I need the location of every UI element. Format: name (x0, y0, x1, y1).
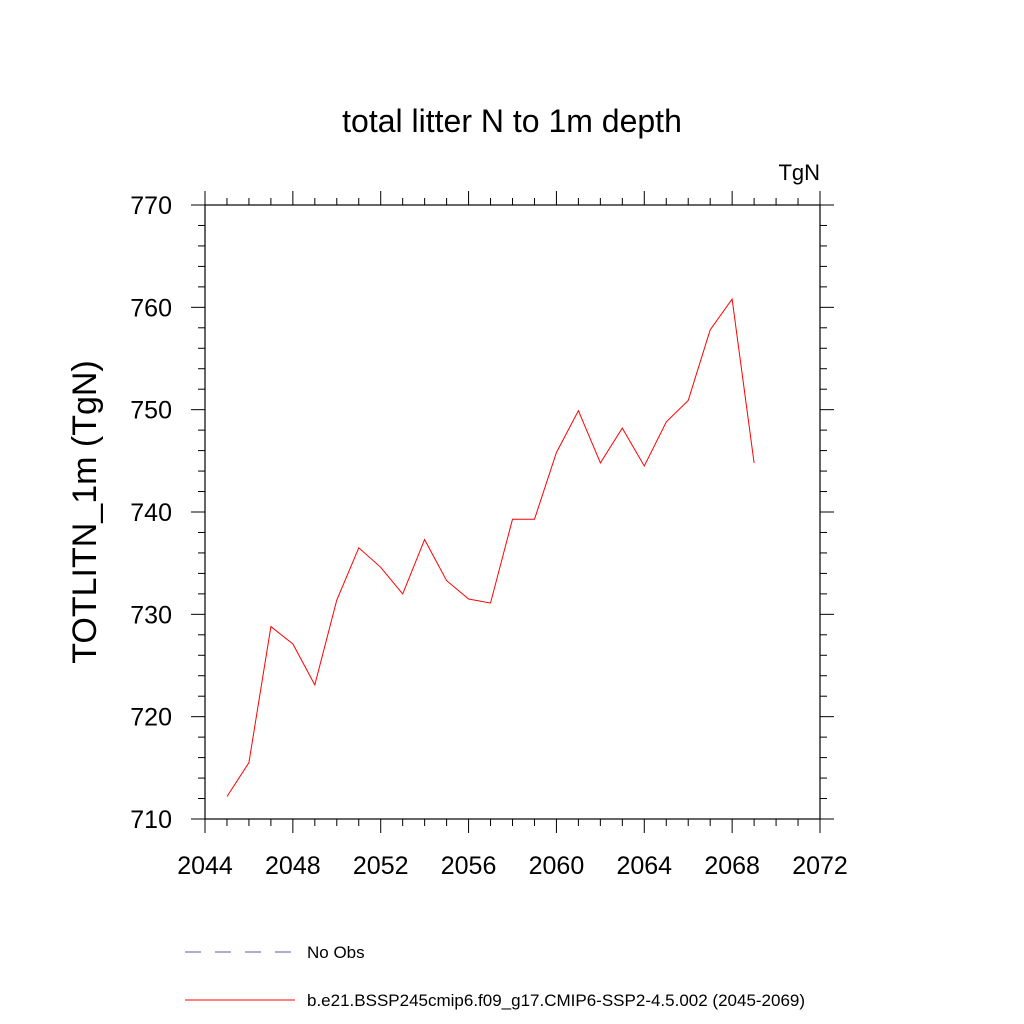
x-tick-label: 2060 (529, 852, 585, 880)
x-tick-label: 2048 (265, 852, 321, 880)
y-tick-label: 770 (130, 192, 172, 220)
plot-frame (204, 204, 821, 820)
x-tick-label: 2056 (441, 852, 497, 880)
x-tick-label: 2052 (353, 852, 409, 880)
legend-label-model: b.e21.BSSP245cmip6.f09_g17.CMIP6-SSP2-4.… (307, 991, 805, 1010)
legend-label-no-obs: No Obs (307, 943, 365, 962)
x-tick-label: 2068 (704, 852, 760, 880)
chart-title: total litter N to 1m depth (342, 103, 682, 139)
y-tick-label: 760 (130, 294, 172, 322)
x-tick-label: 2064 (616, 852, 672, 880)
legend: No Obs b.e21.BSSP245cmip6.f09_g17.CMIP6-… (185, 943, 805, 1010)
y-tick-label: 740 (130, 499, 172, 527)
y-axis-label: TOTLITN_1m (TgN) (66, 360, 104, 664)
x-tick-label: 2072 (792, 852, 848, 880)
units-label: TgN (778, 160, 820, 185)
tick-labels: 2044 2048 2052 2056 2060 2064 2068 2072 710 720 73… (130, 192, 848, 880)
y-tick-label: 730 (130, 601, 172, 629)
series-line-0 (226, 297, 755, 797)
x-tick-label: 2044 (177, 852, 233, 880)
axis-ticks (191, 191, 834, 833)
y-tick-label: 750 (130, 397, 172, 425)
y-tick-label: 720 (130, 704, 172, 732)
series-lines (226, 297, 755, 797)
y-tick-label: 710 (130, 806, 172, 834)
